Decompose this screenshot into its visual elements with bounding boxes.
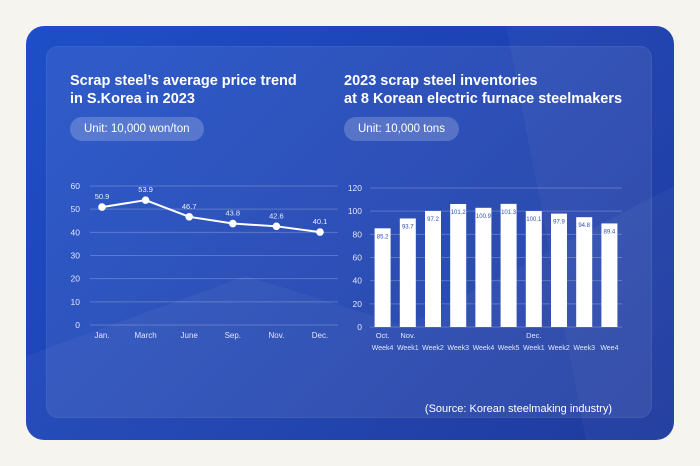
- x-tick-label: March: [134, 331, 156, 340]
- x-tick-week-label: Week1: [523, 345, 545, 352]
- bar-data-label: 85.2: [377, 234, 389, 240]
- price-data-label: 53.9: [138, 185, 153, 194]
- y-tick-label: 0: [75, 320, 80, 330]
- inventory-bar: [399, 218, 416, 327]
- price-point: [185, 213, 193, 221]
- bar-data-label: 101.2: [451, 210, 467, 216]
- y-tick-label: 100: [348, 206, 362, 216]
- x-tick-week-label: Week2: [422, 345, 444, 352]
- price-point: [316, 228, 324, 236]
- bar-data-label: 100.1: [526, 217, 542, 223]
- x-tick-label: Nov.: [268, 331, 284, 340]
- inventory-bar: [601, 223, 618, 327]
- price-data-label: 46.7: [182, 202, 197, 211]
- inventory-bar: [475, 207, 492, 327]
- price-data-label: 40.1: [313, 217, 328, 226]
- bar-data-label: 100.9: [476, 214, 492, 220]
- x-tick-week-label: Week2: [548, 345, 570, 352]
- bar-data-label: 97.9: [553, 220, 565, 226]
- background-decoration: [26, 186, 674, 440]
- price-series-line: [101, 199, 321, 234]
- y-tick-label: 60: [353, 253, 363, 263]
- inventory-bar: [525, 211, 542, 327]
- x-tick-label: Jan.: [94, 331, 109, 340]
- right-chart-title: 2023 scrap steel inventories at 8 Korean…: [344, 73, 623, 107]
- x-tick-week-label: Week4: [473, 345, 495, 352]
- inventory-bar: [374, 228, 391, 327]
- inventory-bar: [425, 210, 441, 327]
- inventory-bar: [500, 203, 517, 327]
- y-tick-label: 40: [71, 227, 81, 237]
- bar-data-label: 89.4: [604, 229, 616, 235]
- x-tick-week-label: Week1: [397, 345, 419, 352]
- bar-data-label: 94.8: [578, 223, 590, 229]
- y-tick-label: 20: [71, 274, 81, 284]
- y-tick-label: 120: [348, 183, 362, 193]
- x-tick-week-label: Week3: [573, 345, 595, 352]
- inventory-bar-chart: 0 20 40 60 80 100 120 85.2 Oct. Week4 93.7 Nov. Week…: [348, 183, 622, 352]
- inventory-bar: [576, 217, 593, 327]
- x-tick-week-label: Week5: [498, 345, 520, 352]
- x-tick-month-label: Nov.: [400, 331, 415, 340]
- x-tick-week-label: Week4: [372, 345, 394, 352]
- y-tick-label: 30: [71, 251, 81, 261]
- price-point: [141, 196, 150, 204]
- inventory-bar: [551, 213, 567, 327]
- y-tick-label: 40: [353, 276, 363, 286]
- y-tick-label: 50: [71, 204, 81, 214]
- x-tick-label: Sep.: [225, 331, 241, 340]
- x-tick-week-label: Wee4: [600, 345, 618, 352]
- price-line-chart: 0 10 20 30 40 50 60 50.9 Jan. 53.9 March 46.7 June 43…: [71, 181, 338, 340]
- y-tick-label: 10: [71, 297, 81, 307]
- price-point: [272, 222, 281, 231]
- x-tick-label: Dec.: [312, 331, 328, 340]
- price-point: [229, 219, 237, 228]
- inventory-bar: [450, 203, 467, 327]
- price-point: [98, 203, 106, 211]
- price-data-label: 43.8: [225, 209, 240, 218]
- price-data-label: 42.6: [269, 211, 284, 220]
- x-tick-month-label: Dec.: [526, 331, 541, 340]
- y-tick-label: 20: [353, 299, 363, 309]
- bar-data-label: 97.2: [427, 217, 439, 223]
- x-tick-month-label: Oct.: [376, 331, 390, 340]
- y-tick-label: 80: [353, 229, 363, 239]
- bar-data-label: 93.7: [402, 224, 414, 230]
- infographic-card: Scrap steel’s average price trend in S.K…: [26, 26, 674, 440]
- bar-data-label: 101.3: [501, 210, 517, 216]
- left-chart-title: Scrap steel’s average price trend in S.K…: [70, 73, 297, 107]
- x-tick-week-label: Week3: [447, 345, 469, 352]
- y-tick-label: 60: [71, 181, 81, 191]
- left-unit-badge: Unit: 10,000 won/ton: [70, 117, 204, 141]
- price-data-label: 50.9: [95, 192, 110, 201]
- y-tick-label: 0: [357, 322, 362, 332]
- right-unit-badge: Unit: 10,000 tons: [344, 117, 459, 141]
- source-note: (Source: Korean steelmaking industry): [424, 403, 612, 415]
- x-tick-label: June: [181, 331, 199, 340]
